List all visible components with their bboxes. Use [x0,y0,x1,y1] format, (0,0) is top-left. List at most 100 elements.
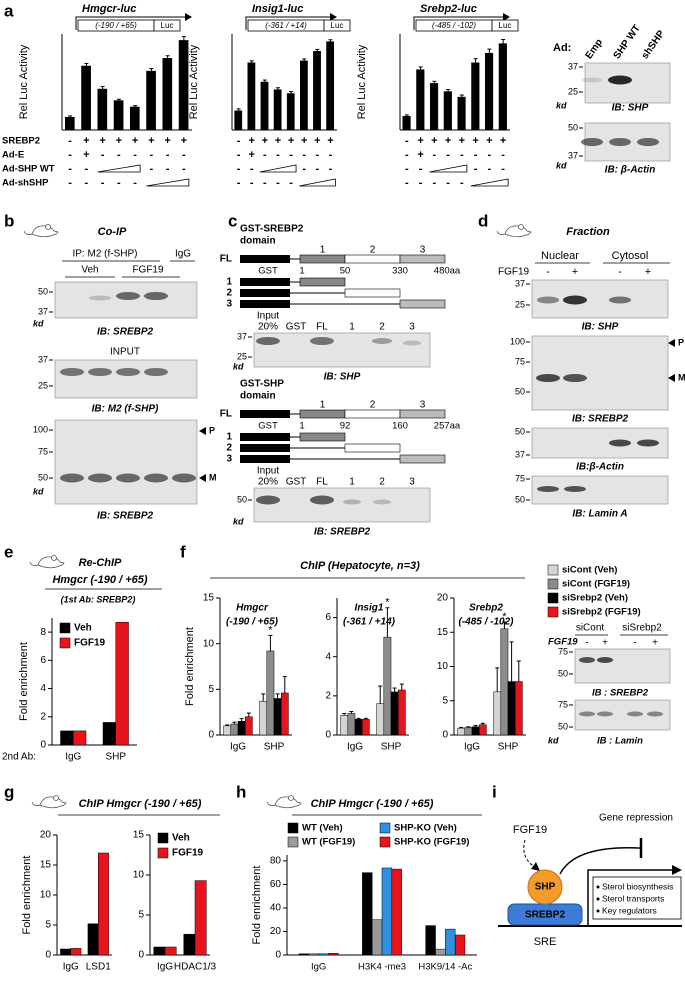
effect-label: Gene repression [599,813,673,824]
sign: - [150,163,154,175]
bar [194,880,207,956]
y-tick-label: 8 [40,627,46,638]
lane-label: SHP WT [612,23,643,61]
construct-name: Srebp2-luc [420,3,477,15]
sign: + [181,135,187,147]
panel-letter: b [4,211,14,230]
band-arrow [199,427,206,435]
arrow-head [330,13,337,21]
sign: - [405,177,409,189]
construct-name: Insig1-luc [252,3,303,15]
size-marker: 50 [558,721,568,731]
reporter-box [153,19,181,32]
bar [234,110,243,131]
mouse-tail [266,801,276,806]
blot-band [609,138,631,146]
bar [402,116,411,131]
sign: + [288,135,294,147]
domain-label: 2 [370,245,376,256]
gst-tag [240,289,290,297]
size-marker: 25 [38,380,48,390]
condition-name: Ad-E [2,150,24,161]
blot-band [403,340,421,346]
sign: - [501,149,505,161]
bar [162,58,173,131]
legend-label: siSrebp2 (Veh) [562,593,628,604]
size-marker: 50 [38,286,48,296]
domain-box [344,409,401,419]
panel-letter: d [478,211,488,230]
lane-label: 1 [349,322,355,333]
bar [60,730,74,746]
blot-band [581,138,603,146]
ip-label: IP: M2 (f-SHP) [72,249,137,260]
y-tick-label: 10 [203,638,215,649]
legend-swatch [547,606,559,618]
y-tick-label: 0 [45,950,51,961]
domain-box [399,409,446,419]
x-tick-label: LSD1 [86,962,111,973]
sign: - [276,177,280,189]
sign: - [250,177,254,189]
bar [381,867,393,956]
bar [130,106,140,131]
bar [383,636,392,736]
dose-wedge [146,178,190,187]
blot-band [637,439,659,447]
sign: + [83,135,89,147]
legend-label: SHP-KO (Veh) [394,823,457,834]
sign: + [275,135,281,147]
panel-note: (1st Ab: SREBP2) [61,594,136,604]
sign: + [301,135,307,147]
domain-box [299,409,346,419]
construct-region: (-190 / +65) [95,21,137,30]
y-tick-label: 10 [133,870,145,881]
band-arrow [668,374,675,382]
legend-swatch [379,836,391,848]
domain-label: 1 [320,245,326,256]
chart-title: Srebp2 [469,603,503,614]
x-tick-label: SHP [264,742,285,753]
mouse-tail [23,230,33,235]
legend-label: SHP-KO (FGF19) [394,837,469,848]
legend-swatch [157,847,169,859]
x-tick-label: IgG [63,962,79,973]
y-tick-label: 20 [270,926,282,937]
size-marker: 50 [515,494,525,504]
blot-band [609,296,631,304]
blot-band [597,711,613,717]
blot [253,487,431,523]
blot-band [372,338,392,344]
sign: + [327,135,333,147]
band-label: P [209,425,215,435]
group-label: FGF19 [132,265,164,276]
bar [230,723,239,736]
sign: - [302,149,306,161]
blot-label: IB: SHP [612,103,649,114]
bar [454,934,466,956]
y-axis-label: Fold enrichment [251,866,263,945]
sign: + [99,135,105,147]
sign: - [405,163,409,175]
legend-label: siSrebp2 (FGF19) [562,607,641,618]
row-label: 2 [226,288,232,299]
mouse-tail [31,801,41,806]
bar [328,952,339,956]
legend-swatch [59,622,71,634]
legend-swatch [547,592,559,604]
bound-label: 330 [392,266,408,277]
bar [259,700,268,736]
group-label: Veh [81,265,98,276]
gst-tag [240,455,290,463]
treatment: FGF19 [548,637,578,648]
condition-name: Ad-shSHP [2,178,49,189]
sign: - [460,149,464,161]
bar [102,722,116,746]
size-marker: 50 [515,386,525,396]
unit: kd [556,100,567,110]
promoter-arrow [587,869,672,925]
blot-band [310,495,334,505]
shp-shape [527,869,563,905]
lane-label: 20% [258,322,278,333]
blot-band [608,75,632,85]
